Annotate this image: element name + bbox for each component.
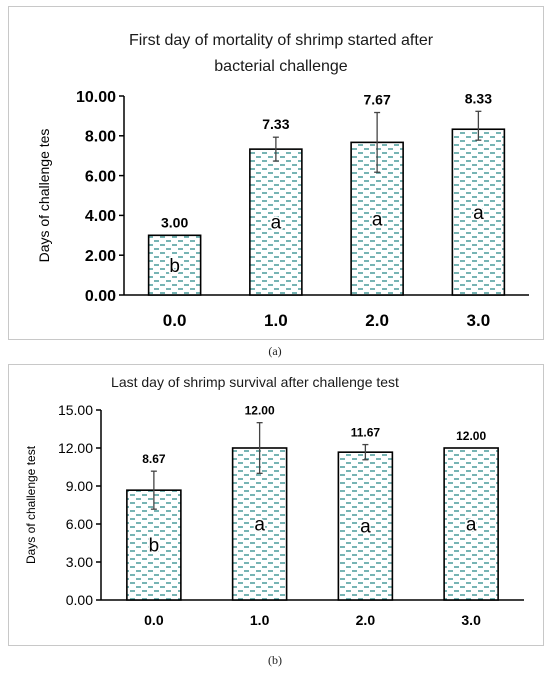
x-tick-label: 0.0 [163,311,187,330]
chart-a: First day of mortality of shrimp started… [36,32,529,330]
x-tick-label: 2.0 [365,311,389,330]
x-tick-label: 2.0 [356,612,376,628]
data-label: 11.67 [351,426,381,440]
x-tick-label: 1.0 [250,612,270,628]
significance-letter: a [254,515,265,536]
significance-letter: a [271,213,282,234]
caption-b: (b) [268,653,282,667]
chart-title-line-1: Last day of shrimp survival after challe… [111,374,399,390]
data-label: 8.33 [465,90,492,106]
significance-letter: b [169,256,180,277]
y-tick-label: 2.00 [85,248,116,265]
chart-title-line-1: First day of mortality of shrimp started… [129,32,434,49]
x-tick-label: 0.0 [144,612,164,628]
x-tick-label: 3.0 [467,311,491,330]
bar [147,234,202,296]
bar [451,128,506,296]
caption-a: (a) [268,344,282,358]
chart-b: Last day of shrimp survival after challe… [24,374,524,628]
data-label: 7.33 [262,116,289,132]
y-tick-label: 10.00 [76,89,116,106]
y-tick-label: 0.00 [85,288,116,305]
y-tick-label: 8.00 [85,129,116,146]
significance-letter: a [466,515,477,536]
y-axis-label: Days of challenge test [24,445,38,564]
x-tick-label: 3.0 [461,612,481,628]
significance-letter: a [473,203,484,224]
data-label: 8.67 [142,452,166,466]
significance-letter: b [149,536,160,557]
y-tick-label: 15.00 [58,402,93,418]
data-label: 12.00 [456,429,486,443]
chart-panel-a: First day of mortality of shrimp started… [8,6,544,340]
y-tick-label: 9.00 [66,478,93,494]
y-tick-label: 3.00 [66,554,93,570]
data-label: 7.67 [364,92,391,108]
y-tick-label: 6.00 [85,168,116,185]
bar [443,447,499,601]
significance-letter: a [372,209,383,230]
y-tick-label: 4.00 [85,208,116,225]
chart-title-line-2: bacterial challenge [214,58,348,75]
x-tick-label: 1.0 [264,311,288,330]
data-label: 3.00 [161,214,188,230]
data-label: 12.00 [245,404,275,418]
bar [249,148,303,296]
y-axis-label: Days of challenge tes [36,129,52,263]
chart-panel-b: Last day of shrimp survival after challe… [8,364,544,646]
significance-letter: a [360,517,371,538]
y-tick-label: 0.00 [66,592,93,608]
bar [337,451,394,601]
y-tick-label: 6.00 [66,516,93,532]
y-tick-label: 12.00 [58,440,93,456]
